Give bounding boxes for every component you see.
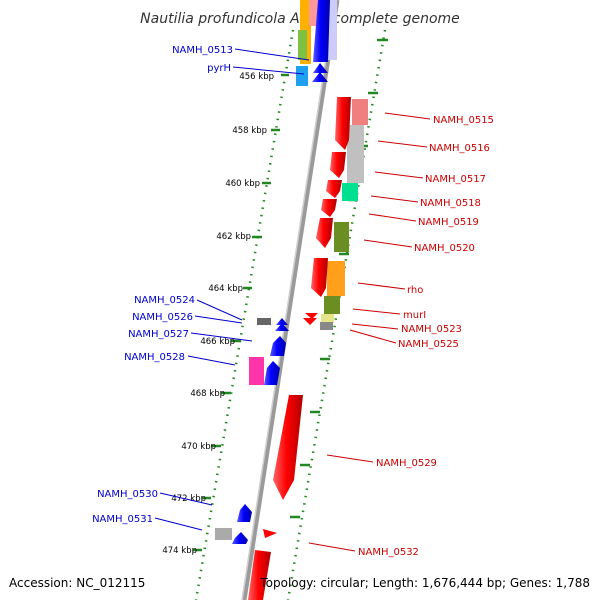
cog-bars-reverse [320,99,368,330]
label-muri: murI [403,310,426,321]
tick-label-456: 456 kbp [239,72,274,82]
label-namh-0528: NAMH_0528 [124,352,185,363]
label-namh-0530: NAMH_0530 [97,489,158,500]
gene-namh-0520 [316,218,333,248]
tick-label-474: 474 kbp [162,546,197,556]
label-namh-0518: NAMH_0518 [420,198,481,209]
cog-bar [324,296,340,314]
gene-namh-0529 [273,395,303,500]
cog-bar [296,66,308,86]
label-rho: rho [407,285,423,296]
cog-bar [298,30,307,60]
label-namh-0519: NAMH_0519 [418,217,479,228]
accession-text: Accession: NC_012115 [9,576,145,590]
gene-namh-0527 [270,336,286,356]
cog-bar [352,99,368,125]
cog-bar [321,314,334,323]
label-namh-0515: NAMH_0515 [433,115,494,126]
tick-label-470: 470 kbp [181,442,216,452]
label-namh-0526: NAMH_0526 [132,312,193,323]
label-namh-0517: NAMH_0517 [425,174,486,185]
cog-bar [334,222,349,252]
gene-pyrh [312,72,328,82]
tick-label-460: 460 kbp [225,179,260,189]
gene-namh-0528-cog [249,357,264,385]
label-namh-0513: NAMH_0513 [172,45,233,56]
label-namh-0532: NAMH_0532 [358,547,419,558]
gene-namh-0531 [232,532,248,544]
gene-namh-0518 [321,199,337,217]
gene-namh-0531-cog [215,528,232,540]
gene-namh-0517 [326,180,342,198]
forward-label-group: NAMH_0513 pyrH NAMH_0524 NAMH_0526 NAMH_… [92,45,233,525]
gene-next [248,550,271,600]
gene-namh-0530 [237,504,252,522]
gene-rho [311,258,328,297]
forward-genes [215,0,330,544]
label-namh-0527: NAMH_0527 [128,329,189,340]
summary-text: Topology: circular; Length: 1,676,444 bp… [259,576,590,590]
tick-label-468: 468 kbp [190,389,225,399]
label-namh-0520: NAMH_0520 [414,243,475,254]
tick-label-462: 462 kbp [216,232,251,242]
tick-label-464: 464 kbp [208,284,243,294]
gene-namh-0516 [330,152,346,178]
gene-namh-0532 [263,529,277,538]
reverse-leaders [308,112,431,552]
gene-namh-0513 [313,0,330,62]
backbone-line [241,0,340,600]
gene-murI [305,313,318,319]
label-namh-0516: NAMH_0516 [429,143,490,154]
label-namh-0525: NAMH_0525 [398,339,459,350]
label-namh-0523: NAMH_0523 [401,324,462,335]
gene-namh-0526 [276,318,288,325]
cog-bar [347,125,364,183]
gene-namh-0523 [303,318,317,325]
cog-bar [342,183,358,201]
label-namh-0531: NAMH_0531 [92,514,153,525]
backbone-highlight [241,0,336,600]
reverse-label-group: NAMH_0515 NAMH_0516 NAMH_0517 NAMH_0518 … [358,115,494,558]
forward-leaders [154,48,310,531]
cog-bar [309,0,319,26]
tick-label-472: 472 kbp [171,494,206,504]
tracks [194,0,387,600]
label-namh-0524: NAMH_0524 [134,295,195,306]
cog-bar [320,322,333,330]
reverse-genes [248,97,351,600]
cog-bar [327,261,345,296]
gene-pyrh [313,63,328,73]
tick-label-466: 466 kbp [200,337,235,347]
gene-namh-0528 [264,361,280,385]
gene-namh-0524 [257,318,271,325]
label-pyrh: pyrH [207,63,231,74]
gene-namh-0526 [275,323,289,331]
tick-labels: 456 kbp 458 kbp 460 kbp 462 kbp 464 kbp … [162,72,274,556]
gene-namh-0515 [335,97,351,150]
label-namh-0529: NAMH_0529 [376,458,437,469]
tick-label-458: 458 kbp [232,126,267,136]
